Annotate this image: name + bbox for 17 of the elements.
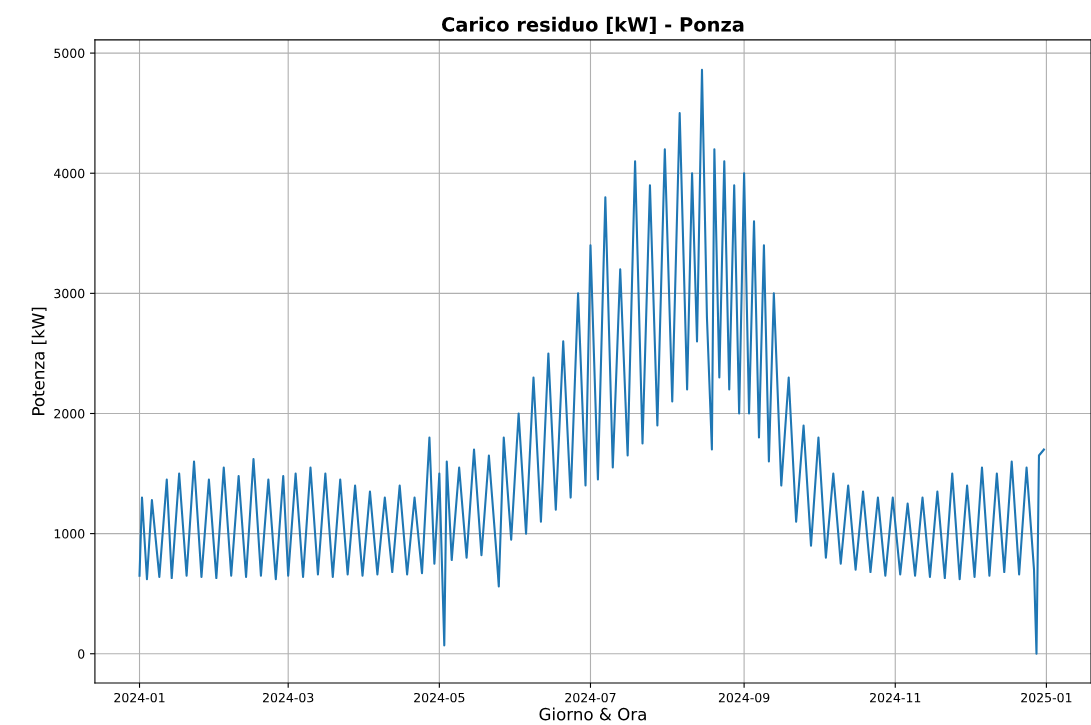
x-tick-label: 2024-05 xyxy=(414,692,465,703)
y-tick-label: 0 xyxy=(78,649,85,659)
line-series xyxy=(138,68,1045,655)
y-tick-label: 1000 xyxy=(54,529,85,539)
x-tick-label: 2024-03 xyxy=(262,692,314,703)
y-tick-label: 4000 xyxy=(53,168,85,179)
x-tick-label: 2024-07 xyxy=(565,692,616,703)
x-tick-label: 2025-01 xyxy=(1021,692,1072,703)
chart-title: Carico residuo [kW] - Ponza xyxy=(442,16,744,35)
y-tick-label: 3000 xyxy=(54,288,85,299)
x-tick-label: 2024-01 xyxy=(114,692,165,703)
y-tick-label: 5000 xyxy=(54,48,85,59)
y-axis-title: Potenza [kW] xyxy=(31,307,47,415)
x-tick-label: 2024-09 xyxy=(718,692,770,703)
x-tick-label: 2024-11 xyxy=(870,692,921,703)
y-tick-label: 2000 xyxy=(54,408,85,419)
x-axis-title: Giorno & Ora xyxy=(539,707,646,721)
